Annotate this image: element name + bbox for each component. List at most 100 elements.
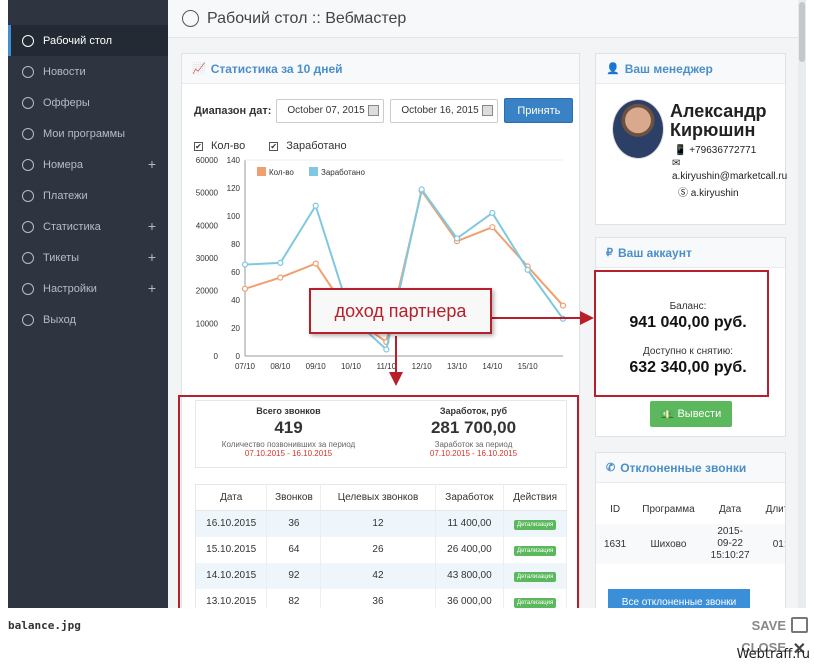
scrollbar-thumb[interactable] [799,2,805,62]
column-header: Программа [642,503,695,515]
y-right-tick-label: 40 [231,296,240,305]
total-earned-sub: Заработок за период [434,440,513,449]
date-to-input[interactable]: October 16, 2015 [390,98,499,123]
menu-item-icon [22,251,34,264]
expand-plus-icon[interactable]: + [147,156,156,172]
manager-first-name: Александр [670,101,767,121]
legend-label: Заработано [321,168,365,177]
table-cell: Детализация [503,510,567,537]
page-scrollbar[interactable] [798,0,806,608]
column-header: Звонков [266,484,322,511]
available-value: 632 340,00 руб. [629,359,747,376]
y-left-tick-label: 30000 [196,254,219,263]
x-tick-label: 11/10 [377,362,397,371]
checkbox-checked-icon: ✔ [194,141,203,151]
expand-plus-icon[interactable]: + [147,218,156,234]
table-row[interactable]: 1631 Шихово 2015-09-22 15:10:27 01:0 [596,524,785,564]
expand-plus-icon[interactable]: + [147,280,156,296]
x-tick-label: 12/10 [412,362,433,371]
stats-table: Дата Звонков Целевых звонков Заработок Дейст… [195,484,567,608]
save-button[interactable]: SAVE [751,618,786,633]
menu-item-icon [22,34,34,47]
details-button[interactable]: Детализация [514,520,557,531]
sidebar-item-label: Платежи [43,189,88,202]
calendar-icon[interactable] [482,104,494,116]
date-from-input[interactable]: October 07, 2015 [276,98,385,123]
manager-skype[interactable]: Ⓢ a.kiryushin [678,184,739,199]
sidebar-item-2[interactable]: Офферы [8,87,168,118]
data-point [489,224,496,231]
sidebar-item-5[interactable]: Платежи [8,180,168,211]
close-button[interactable]: CLOSE [741,640,786,655]
total-earned-period: 07.10.2015 - 16.10.2015 [429,449,518,458]
annotation-arrowhead-down [389,372,403,386]
withdraw-label: Вывести [677,408,722,420]
manager-panel-header: 👤 Ваш менеджер [596,54,785,84]
earned-checkbox[interactable]: ✔ Заработано [269,140,347,152]
expand-plus-icon[interactable]: + [147,249,156,265]
close-icon[interactable]: ✕ [792,641,806,658]
x-tick-label: 13/10 [447,362,468,371]
table-cell: 36 000,00 [435,588,505,608]
sidebar: Рабочий стол Новости Офферы Мои программы Но… [8,0,168,608]
dashboard-icon [182,10,199,27]
rejected-program: Шихово [634,524,703,564]
count-checkbox[interactable]: ✔ Кол-во [194,140,245,152]
stats-title: Статистика за 10 дней [210,61,343,76]
balance-label: Баланс: [669,301,707,312]
sidebar-item-4[interactable]: Номера + [8,149,168,180]
sidebar-item-7[interactable]: Тикеты + [8,242,168,273]
manager-skype-value: a.kiryushin [690,188,739,199]
table-cell: Детализация [503,536,567,563]
column-header: Дата [719,503,742,515]
y-right-tick-label: 120 [227,184,241,193]
manager-email[interactable]: a.kiryushin@marketcall.ru [672,171,788,182]
table-cell: 13.10.2015 [195,588,268,608]
y-right-tick-label: 100 [227,212,241,221]
table-cell: 15.10.2015 [195,536,268,563]
calendar-icon[interactable] [368,104,380,116]
all-rejected-button[interactable]: Все отклоненные звонки [608,589,750,608]
details-button[interactable]: Детализация [514,572,557,582]
total-calls: Всего звонков 419 Количество позвонивших… [196,401,381,467]
table-row: 15.10.2015 64 26 26 400,00 Детализация [195,536,567,563]
details-button[interactable]: Детализация [514,546,557,556]
withdraw-button[interactable]: 💵 Вывести [650,401,732,427]
account-balances: Баланс: 941 040,00 руб. Доступно к сняти… [604,281,772,393]
x-tick-label: 15/10 [518,362,539,371]
annotation-label: доход партнера [309,288,492,334]
sidebar-item-1[interactable]: Новости [8,56,168,87]
table-cell: 14.10.2015 [195,562,268,589]
legend-swatch [257,167,266,176]
annotation-arrowhead-right [580,311,594,325]
legend-swatch [309,167,318,176]
details-button[interactable]: Детализация [514,597,557,608]
stats-panel-header: 📈 Статистика за 10 дней [182,54,579,84]
available-label: Доступно к снятию: [643,346,733,357]
total-earned: Заработок, руб 281 700,00 Заработок за п… [381,401,566,467]
user-icon: 👤 [606,63,620,75]
table-cell: 26 [320,536,436,563]
sidebar-item-6[interactable]: Статистика + [8,211,168,242]
sidebar-item-0[interactable]: Рабочий стол [8,25,168,56]
sidebar-item-label: Номера [43,158,83,171]
floppy-icon[interactable] [791,617,808,633]
skype-icon: Ⓢ [678,188,688,199]
column-header: Заработок [435,484,505,511]
apply-button[interactable]: Принять [504,98,574,123]
sidebar-item-8[interactable]: Настройки + [8,273,168,304]
sidebar-item-9[interactable]: Выход [8,304,168,335]
sidebar-item-label: Рабочий стол [43,34,113,47]
table-cell: 11 400,00 [435,510,505,537]
menu-item-icon [22,127,34,140]
x-tick-label: 09/10 [306,362,327,371]
menu-item-icon [22,282,34,295]
table-cell: 36 [320,588,436,608]
manager-last-name: Кирюшин [670,120,756,140]
total-earned-value: 281 700,00 [430,418,517,437]
rejected-id: 1631 [596,524,635,564]
table-cell: Детализация [503,588,567,608]
rejected-date: 2015-09-22 15:10:27 [702,524,758,564]
sidebar-item-3[interactable]: Мои программы [8,118,168,149]
total-calls-label: Всего звонков [256,406,321,416]
